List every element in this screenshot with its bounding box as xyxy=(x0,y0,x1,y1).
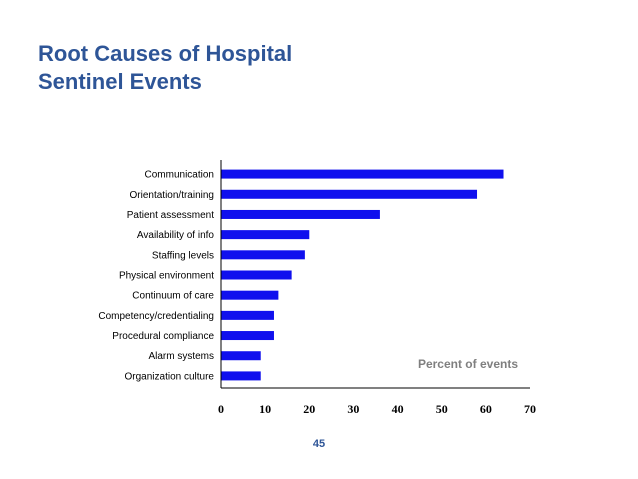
bar xyxy=(221,290,279,300)
slide-title-line-1: Root Causes of Hospital xyxy=(38,41,293,66)
x-tick-label: 70 xyxy=(524,402,536,416)
category-label: Availability of info xyxy=(137,230,215,241)
x-tick-label: 60 xyxy=(480,402,492,416)
x-axis-title: Percent of events xyxy=(418,357,518,371)
slide-title-line-2: Sentinel Events xyxy=(38,69,202,94)
category-label: Procedural compliance xyxy=(112,331,214,342)
category-label: Alarm systems xyxy=(148,351,214,362)
x-tick-label: 20 xyxy=(303,402,315,416)
x-tick-label: 10 xyxy=(259,402,271,416)
category-label: Continuum of care xyxy=(132,291,214,302)
bar xyxy=(221,331,274,341)
x-tick-labels-group: 0 10 20 30 40 50 60 70 xyxy=(218,402,536,416)
x-tick-label: 50 xyxy=(436,402,448,416)
x-tick-label: 40 xyxy=(392,402,404,416)
x-tick-label: 0 xyxy=(218,402,224,416)
bars-group xyxy=(221,169,504,381)
bar xyxy=(221,371,261,381)
bar xyxy=(221,250,305,260)
category-label: Patient assessment xyxy=(127,210,214,221)
x-tick-label: 30 xyxy=(347,402,359,416)
page-number: 45 xyxy=(312,438,326,450)
slide-title: Root Causes of Hospital Sentinel Events xyxy=(38,40,598,96)
bar xyxy=(221,270,292,280)
category-labels-group: Communication Orientation/training Patient… xyxy=(98,170,214,383)
category-label: Organization culture xyxy=(125,371,215,382)
category-label: Physical environment xyxy=(119,271,214,282)
category-label: Competency/credentialing xyxy=(98,311,214,322)
bar xyxy=(221,189,478,199)
bar xyxy=(221,169,504,179)
bar xyxy=(221,230,310,240)
category-label: Staffing levels xyxy=(152,250,214,261)
category-label: Communication xyxy=(145,170,214,181)
bar xyxy=(221,209,380,219)
category-label: Orientation/training xyxy=(130,190,215,201)
bar xyxy=(221,351,261,361)
bar xyxy=(221,310,274,320)
